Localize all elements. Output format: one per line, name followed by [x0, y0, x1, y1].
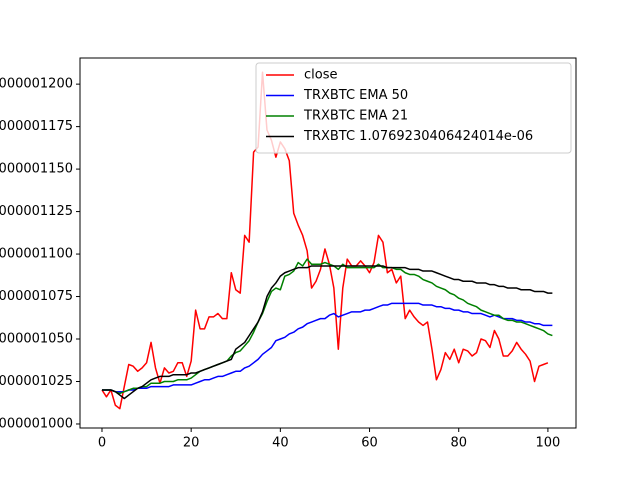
series-line [101, 71, 549, 410]
x-tick-label: 60 [361, 436, 378, 451]
y-tick-label: 0.000001000 [0, 416, 73, 431]
legend-label: TRXBTC EMA 21 [303, 109, 408, 124]
x-tick-label: 0 [98, 436, 106, 451]
legend-label: TRXBTC 1.0769230406424014e-06 [303, 129, 533, 144]
legend-box [255, 62, 572, 154]
series-line [101, 265, 553, 400]
x-tick-label: 100 [535, 436, 560, 451]
y-tick-label: 0.000001150 [0, 162, 73, 177]
legend-label: TRXBTC EMA 50 [303, 88, 408, 103]
series-line [101, 302, 553, 393]
y-tick-label: 0.000001100 [0, 247, 73, 262]
legend-label: close [304, 68, 337, 83]
legend: close TRXBTC EMA 50 TRXBTC EMA 21 TRXBTC 1.… [255, 62, 572, 154]
x-tick-label: 20 [183, 436, 200, 451]
series-line [101, 258, 553, 395]
y-tick-label: 0.000001050 [0, 332, 73, 347]
y-tick-label: 0.000001200 [0, 77, 73, 92]
x-tick-label: 80 [450, 436, 467, 451]
y-tick-label: 0.000001175 [0, 119, 73, 134]
y-tick-label: 0.000001125 [0, 204, 73, 219]
y-tick-label: 0.000001025 [0, 374, 73, 389]
x-tick-label: 40 [272, 436, 289, 451]
plot-frame [79, 57, 577, 429]
y-tick-label: 0.000001075 [0, 289, 73, 304]
